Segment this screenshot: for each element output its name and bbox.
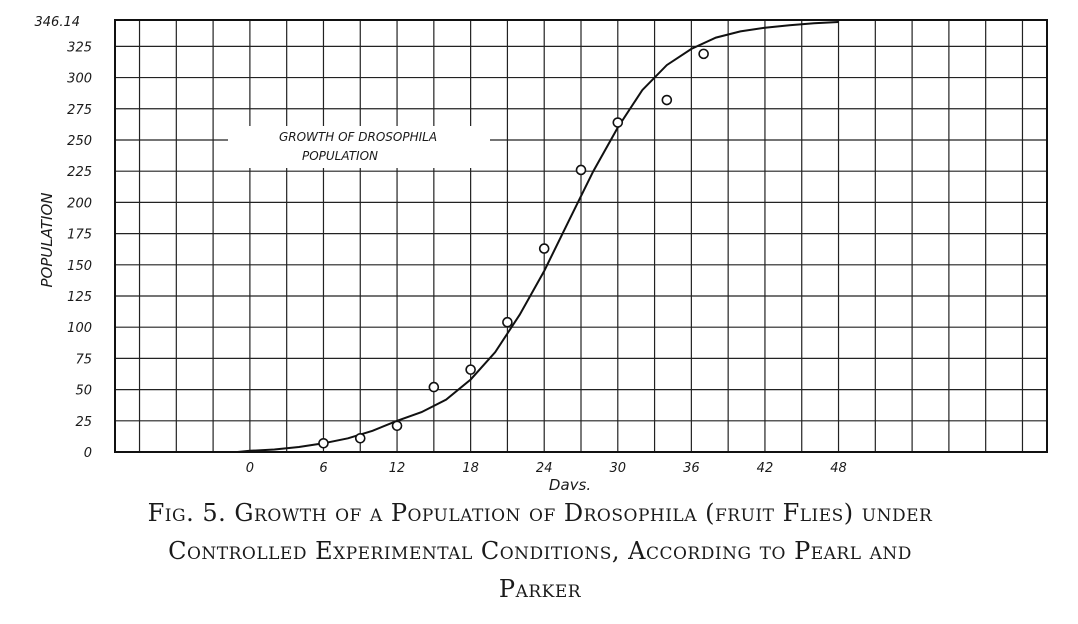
observed-data-point — [354, 432, 366, 444]
y-tick-label: 300 — [67, 72, 92, 87]
x-tick-labels: 0 6 12 18 24 30 36 42 48 — [246, 461, 847, 476]
y-tick-label: 75 — [75, 352, 92, 367]
y-tick-label: 250 — [67, 134, 92, 149]
x-tick-label: 0 — [246, 461, 254, 476]
y-tick-label: 325 — [67, 40, 92, 55]
caption-line-3: Parker — [498, 575, 582, 603]
y-axis-label: POPULATION — [38, 192, 56, 287]
y-tick-label: 200 — [67, 196, 92, 211]
y-tick-label: 275 — [67, 103, 92, 118]
observed-data-point — [575, 164, 587, 176]
x-tick-label: 18 — [462, 461, 479, 476]
growth-chart: GROWTH OF DROSOPHILA POPULATION 0 25 50 75 1… — [35, 15, 1048, 490]
x-axis-label: Days. — [549, 476, 591, 490]
observed-data-point — [538, 243, 550, 254]
observed-data-point — [465, 364, 476, 375]
y-tick-label: 50 — [75, 384, 92, 399]
observed-data-point — [612, 117, 624, 128]
x-tick-label: 12 — [389, 461, 406, 476]
observed-data-point — [661, 94, 673, 106]
chart-grid — [115, 20, 1047, 452]
y-tick-labels: 0 25 50 75 100 125 150 175 200 225 250 275 300 325 — [67, 40, 92, 461]
y-tick-label: 125 — [67, 290, 92, 305]
x-tick-label: 48 — [830, 461, 847, 476]
x-tick-label: 24 — [536, 461, 553, 476]
annotation-line-2: POPULATION — [302, 149, 378, 163]
observed-data-point — [318, 437, 329, 449]
y-tick-label: 225 — [67, 165, 92, 180]
observed-data-point — [428, 381, 440, 393]
fitted-logistic-curve — [237, 21, 839, 453]
x-tick-label: 30 — [610, 461, 627, 476]
observed-points — [318, 48, 709, 449]
y-tick-label: 100 — [67, 321, 92, 336]
annotation-line-1: GROWTH OF DROSOPHILA — [279, 130, 437, 144]
annotation-box: GROWTH OF DROSOPHILA POPULATION — [228, 126, 490, 168]
y-tick-label: 175 — [67, 228, 92, 243]
caption-line-2: Controlled Experimental Conditions, Acco… — [168, 537, 912, 565]
observed-data-point — [698, 48, 709, 60]
plot-frame — [114, 19, 1048, 453]
y-tick-label: 0 — [84, 446, 92, 461]
x-tick-label: 6 — [319, 461, 327, 476]
y-tick-label: 150 — [67, 259, 92, 274]
figure-caption: Fig. 5. Growth of a Population of Drosop… — [20, 494, 1060, 608]
caption-line-1: Fig. 5. Growth of a Population of Drosop… — [147, 499, 933, 527]
x-tick-label: 36 — [683, 461, 700, 476]
y-tick-label: 25 — [75, 415, 92, 430]
x-tick-label: 42 — [757, 461, 774, 476]
observed-data-point — [391, 420, 403, 432]
observed-data-point — [502, 316, 513, 328]
y-top-tick-label: 346.14 — [35, 15, 81, 30]
